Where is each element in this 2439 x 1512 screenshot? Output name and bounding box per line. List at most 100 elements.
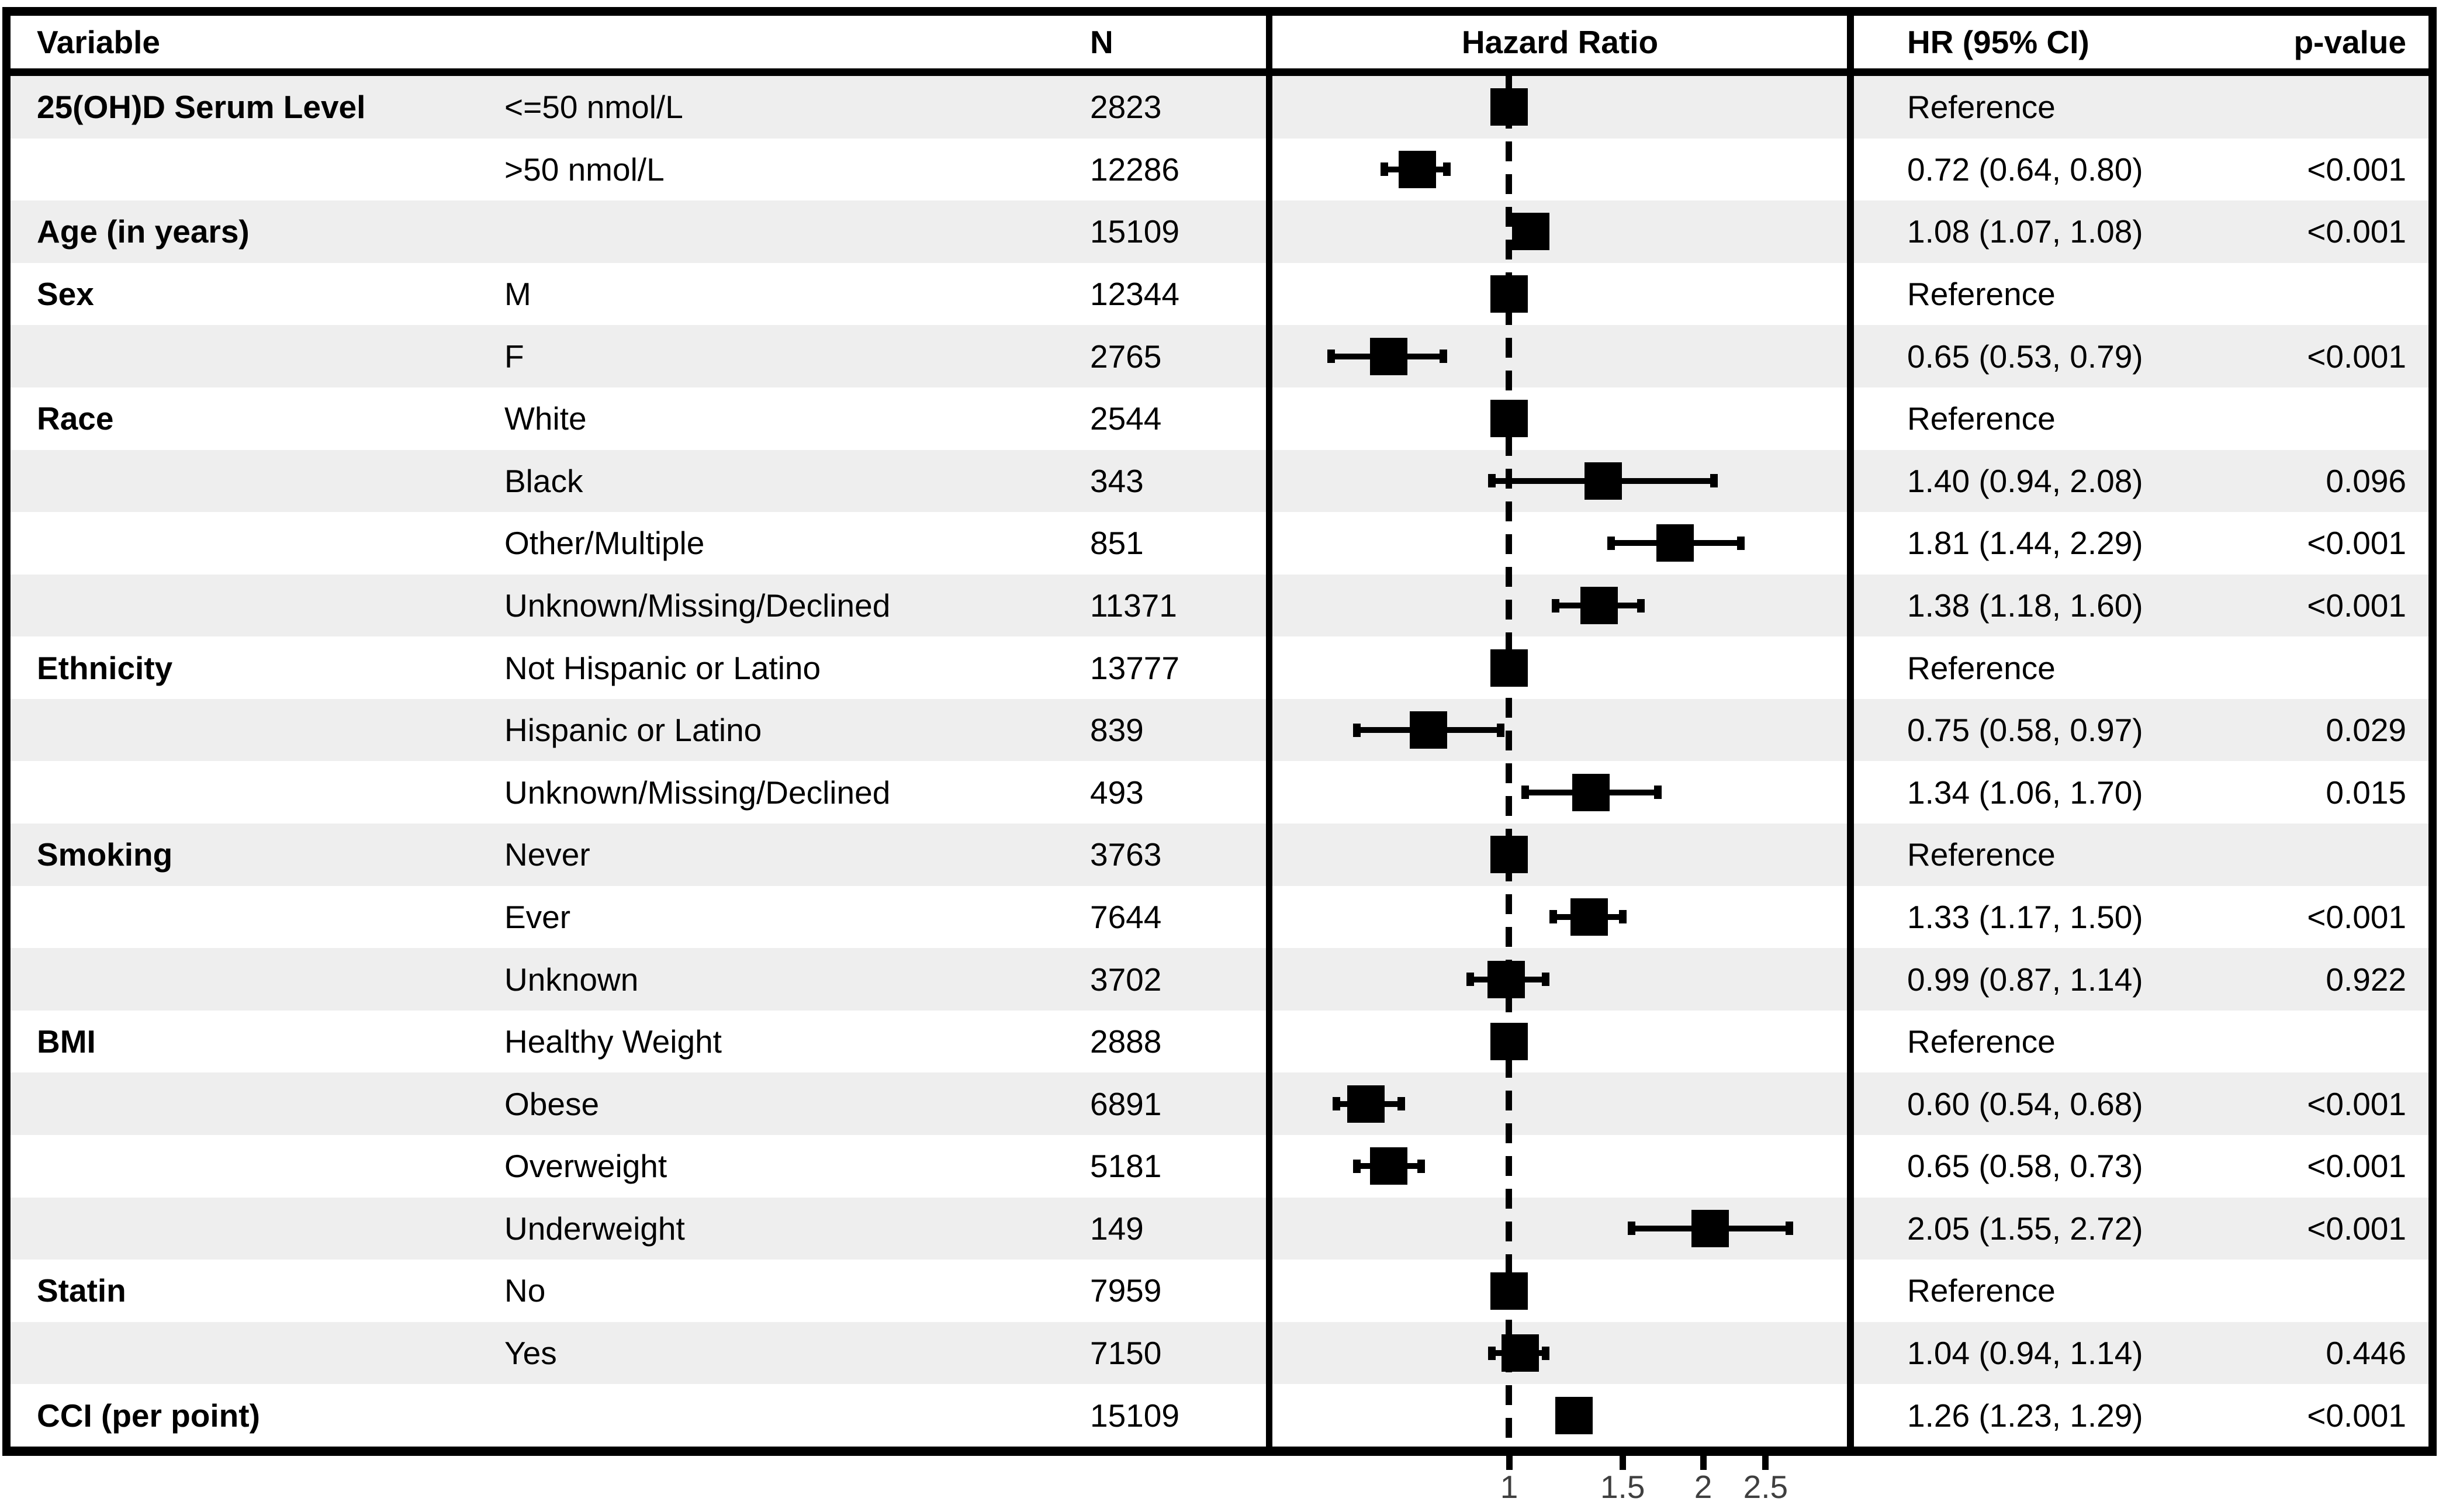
n-cell: 851 <box>1090 525 1144 562</box>
table-right-border <box>2428 7 2437 1456</box>
axis-tick-label: 2 <box>1694 1469 1713 1505</box>
hr-ci-cell: 1.04 (0.94, 1.14) <box>1907 1335 2143 1372</box>
level-cell: <=50 nmol/L <box>504 89 683 126</box>
hr-ci-cell: 2.05 (1.55, 2.72) <box>1907 1210 2143 1247</box>
hr-point-marker <box>1410 711 1448 749</box>
hr-point-marker <box>1572 773 1610 811</box>
ci-cap-right <box>1710 474 1718 488</box>
hr-point-marker <box>1369 337 1407 375</box>
table-row: Obese 6891 0.60 (0.54, 0.68) <0.001 <box>11 1072 2428 1136</box>
hr-point-marker <box>1555 1396 1593 1434</box>
reference-line <box>1506 76 1512 1447</box>
hr-point-marker <box>1691 1209 1729 1247</box>
variable-cell: BMI <box>37 1023 96 1060</box>
ci-cap-right <box>1542 1346 1550 1360</box>
table-row: Overweight 5181 0.65 (0.58, 0.73) <0.001 <box>11 1135 2428 1198</box>
n-cell: 3763 <box>1090 836 1162 873</box>
ci-cap-right <box>1637 598 1645 613</box>
axis-tick-label: 2.5 <box>1743 1469 1788 1505</box>
hr-ci-cell: Reference <box>1907 649 2056 686</box>
n-cell: 12344 <box>1090 276 1179 313</box>
ci-cap-left <box>1607 536 1615 550</box>
p-value-cell: <0.001 <box>2307 587 2406 624</box>
table-row: Hispanic or Latino 839 0.75 (0.58, 0.97) 0.… <box>11 698 2428 762</box>
table-top-border <box>2 7 2437 16</box>
n-cell: 7959 <box>1090 1272 1162 1309</box>
hr-point-marker <box>1490 88 1528 126</box>
hr-point-marker <box>1511 213 1549 251</box>
plot-panel-left-border <box>1266 16 1272 1447</box>
hr-point-marker <box>1490 836 1528 874</box>
p-value-cell: <0.001 <box>2307 338 2406 375</box>
variable-cell: CCI (per point) <box>37 1397 260 1434</box>
axis-tick <box>1619 1456 1626 1470</box>
variable-cell: Sex <box>37 276 94 313</box>
level-cell: Hispanic or Latino <box>504 712 762 749</box>
level-cell: Never <box>504 836 590 873</box>
hr-point-marker <box>1580 587 1618 624</box>
hr-ci-cell: 0.65 (0.53, 0.79) <box>1907 338 2143 375</box>
n-cell: 7644 <box>1090 898 1162 935</box>
hr-ci-cell: 1.40 (0.94, 2.08) <box>1907 462 2143 499</box>
table-row: Yes 7150 1.04 (0.94, 1.14) 0.446 <box>11 1321 2428 1385</box>
n-cell: 343 <box>1090 462 1144 499</box>
level-cell: Not Hispanic or Latino <box>504 649 821 686</box>
table-row: Race White 2544 Reference <box>11 387 2428 450</box>
n-cell: 2888 <box>1090 1023 1162 1060</box>
hr-ci-cell: 0.75 (0.58, 0.97) <box>1907 712 2143 749</box>
level-cell: White <box>504 400 587 437</box>
p-value-cell: 0.446 <box>2326 1335 2406 1372</box>
variable-cell: Ethnicity <box>37 649 173 686</box>
level-cell: Underweight <box>504 1210 685 1247</box>
p-value-cell: 0.096 <box>2326 462 2406 499</box>
level-cell: No <box>504 1272 546 1309</box>
hr-ci-cell: 1.33 (1.17, 1.50) <box>1907 898 2143 935</box>
n-cell: 13777 <box>1090 649 1179 686</box>
hr-point-marker <box>1490 400 1528 438</box>
table-row: CCI (per point) 15109 1.26 (1.23, 1.29) <0.… <box>11 1384 2428 1447</box>
n-cell: 2544 <box>1090 400 1162 437</box>
table-row: Ethnicity Not Hispanic or Latino 13777 Refe… <box>11 636 2428 699</box>
p-value-cell: <0.001 <box>2307 151 2406 188</box>
table-left-border <box>2 7 11 1456</box>
plot-panel-right-border <box>1847 16 1854 1447</box>
n-cell: 493 <box>1090 774 1144 811</box>
table-row: Underweight 149 2.05 (1.55, 2.72) <0.001 <box>11 1197 2428 1260</box>
p-value-cell: <0.001 <box>2307 213 2406 250</box>
hr-point-marker <box>1585 462 1622 500</box>
ci-cap-left <box>1628 1222 1636 1236</box>
hr-point-marker <box>1347 1085 1385 1123</box>
axis-tick-label: 1.5 <box>1600 1469 1645 1505</box>
p-value-cell: <0.001 <box>2307 525 2406 562</box>
variable-cell: Statin <box>37 1272 126 1309</box>
n-cell: 15109 <box>1090 213 1179 250</box>
level-cell: Unknown/Missing/Declined <box>504 774 891 811</box>
ci-cap-right <box>1417 1159 1425 1173</box>
hr-ci-cell: Reference <box>1907 276 2056 313</box>
p-value-cell: <0.001 <box>2307 1210 2406 1247</box>
header-underline <box>2 68 2437 76</box>
level-cell: Unknown/Missing/Declined <box>504 587 891 624</box>
p-value-cell: <0.001 <box>2307 1397 2406 1434</box>
hr-point-marker <box>1570 898 1608 936</box>
ci-cap-left <box>1466 973 1474 987</box>
n-cell: 839 <box>1090 712 1144 749</box>
ci-cap-right <box>1618 910 1627 924</box>
level-cell: M <box>504 276 531 313</box>
ci-cap-right <box>1653 786 1662 800</box>
table-row: Ever 7644 1.33 (1.17, 1.50) <0.001 <box>11 885 2428 949</box>
hr-ci-cell: Reference <box>1907 400 2056 437</box>
hr-ci-cell: 1.26 (1.23, 1.29) <box>1907 1397 2143 1434</box>
n-cell: 3702 <box>1090 961 1162 998</box>
level-cell: Other/Multiple <box>504 525 705 562</box>
column-header-p-value: p-value <box>2293 24 2406 60</box>
hr-ci-cell: 0.65 (0.58, 0.73) <box>1907 1148 2143 1185</box>
hr-ci-cell: 1.38 (1.18, 1.60) <box>1907 587 2143 624</box>
level-cell: Overweight <box>504 1148 667 1185</box>
n-cell: 12286 <box>1090 151 1179 188</box>
hr-ci-cell: 1.08 (1.07, 1.08) <box>1907 213 2143 250</box>
hr-point-marker <box>1656 524 1694 562</box>
ci-cap-left <box>1549 910 1557 924</box>
hr-ci-cell: 0.60 (0.54, 0.68) <box>1907 1085 2143 1122</box>
